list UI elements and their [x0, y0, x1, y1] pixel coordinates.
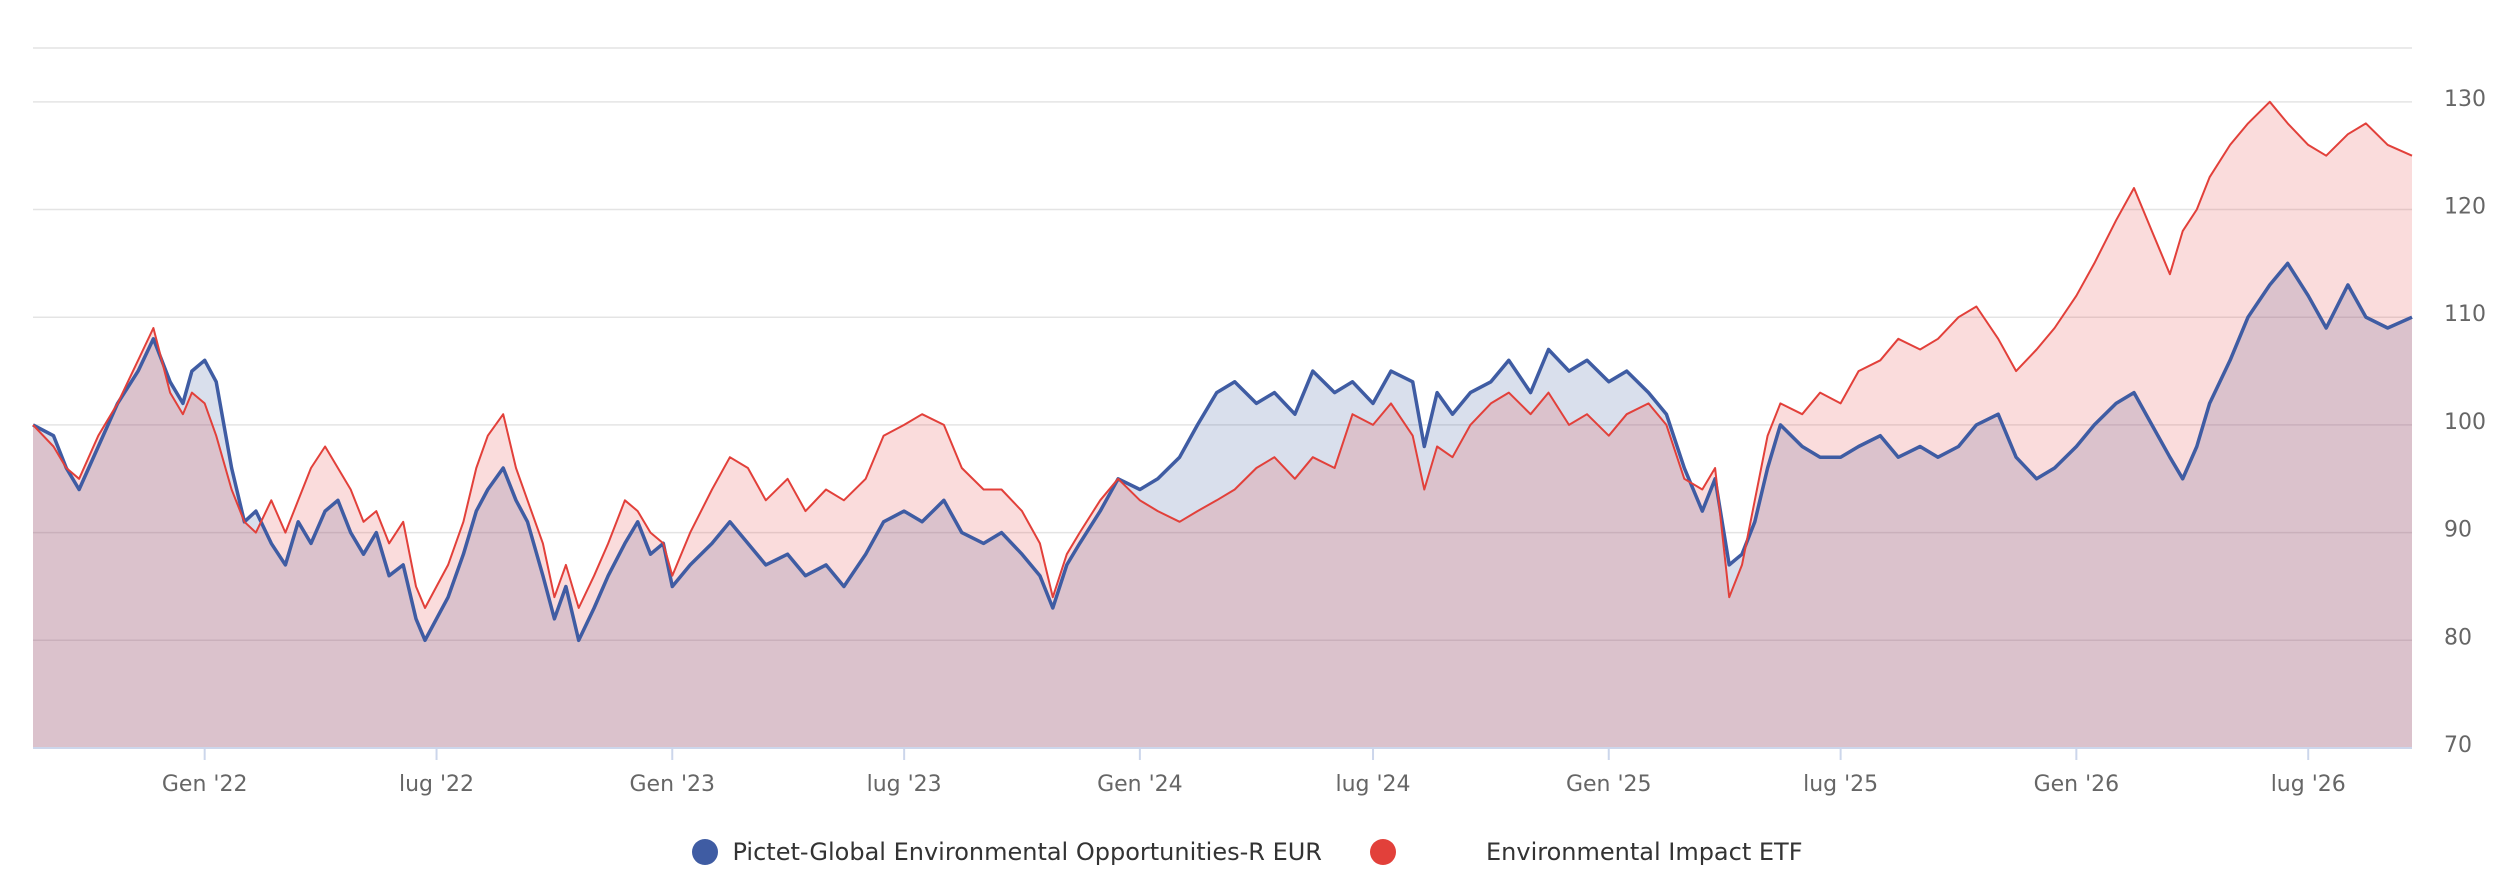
series-line-1[interactable]: [32, 100, 2413, 609]
x-tick-label-7: lug '25: [1803, 772, 1878, 797]
x-tick-label-5: lug '24: [1335, 772, 1410, 797]
y-tick-label-80: 80: [2444, 625, 2472, 650]
x-tick-label-6: Gen '25: [1566, 772, 1652, 797]
y-tick-label-130: 130: [2444, 87, 2486, 112]
x-tick-label-2: Gen '23: [629, 772, 715, 797]
x-tick-label-1: lug '22: [399, 772, 474, 797]
legend-item-etf[interactable]: Environmental Impact ETF: [1369, 838, 1803, 866]
y-tick-label-100: 100: [2444, 410, 2486, 435]
series-line-0[interactable]: [32, 261, 2413, 643]
x-tick-label-8: Gen '26: [2034, 772, 2120, 797]
x-tick-label-3: lug '23: [867, 772, 942, 797]
y-tick-label-90: 90: [2444, 518, 2472, 543]
legend: Pictet-Global Environmental Opportunitie…: [0, 832, 2495, 872]
x-tick-label-0: Gen '22: [162, 772, 248, 797]
y-tick-label-70: 70: [2444, 733, 2472, 758]
legend-item-pictet[interactable]: Pictet-Global Environmental Opportunitie…: [692, 838, 1322, 866]
y-tick-label-110: 110: [2444, 302, 2486, 327]
legend-label-etf: Environmental Impact ETF: [1485, 838, 1803, 866]
x-tick-label-9: lug '26: [2271, 772, 2346, 797]
y-tick-label-120: 120: [2444, 195, 2486, 220]
x-tick-label-4: Gen '24: [1097, 772, 1183, 797]
series-area-0: [33, 263, 2412, 748]
legend-marker-pictet: [692, 839, 719, 865]
axes: 70 80 90 100 110 120 130 Gen '22 lug '22 Gen '23 l…: [33, 87, 2486, 797]
legend-marker-etf: [1369, 839, 1396, 865]
gridlines: [33, 47, 2412, 642]
series-area-1: [33, 101, 2412, 749]
legend-label-pictet: Pictet-Global Environmental Opportunitie…: [732, 838, 1322, 866]
series-layer: [32, 100, 2413, 749]
